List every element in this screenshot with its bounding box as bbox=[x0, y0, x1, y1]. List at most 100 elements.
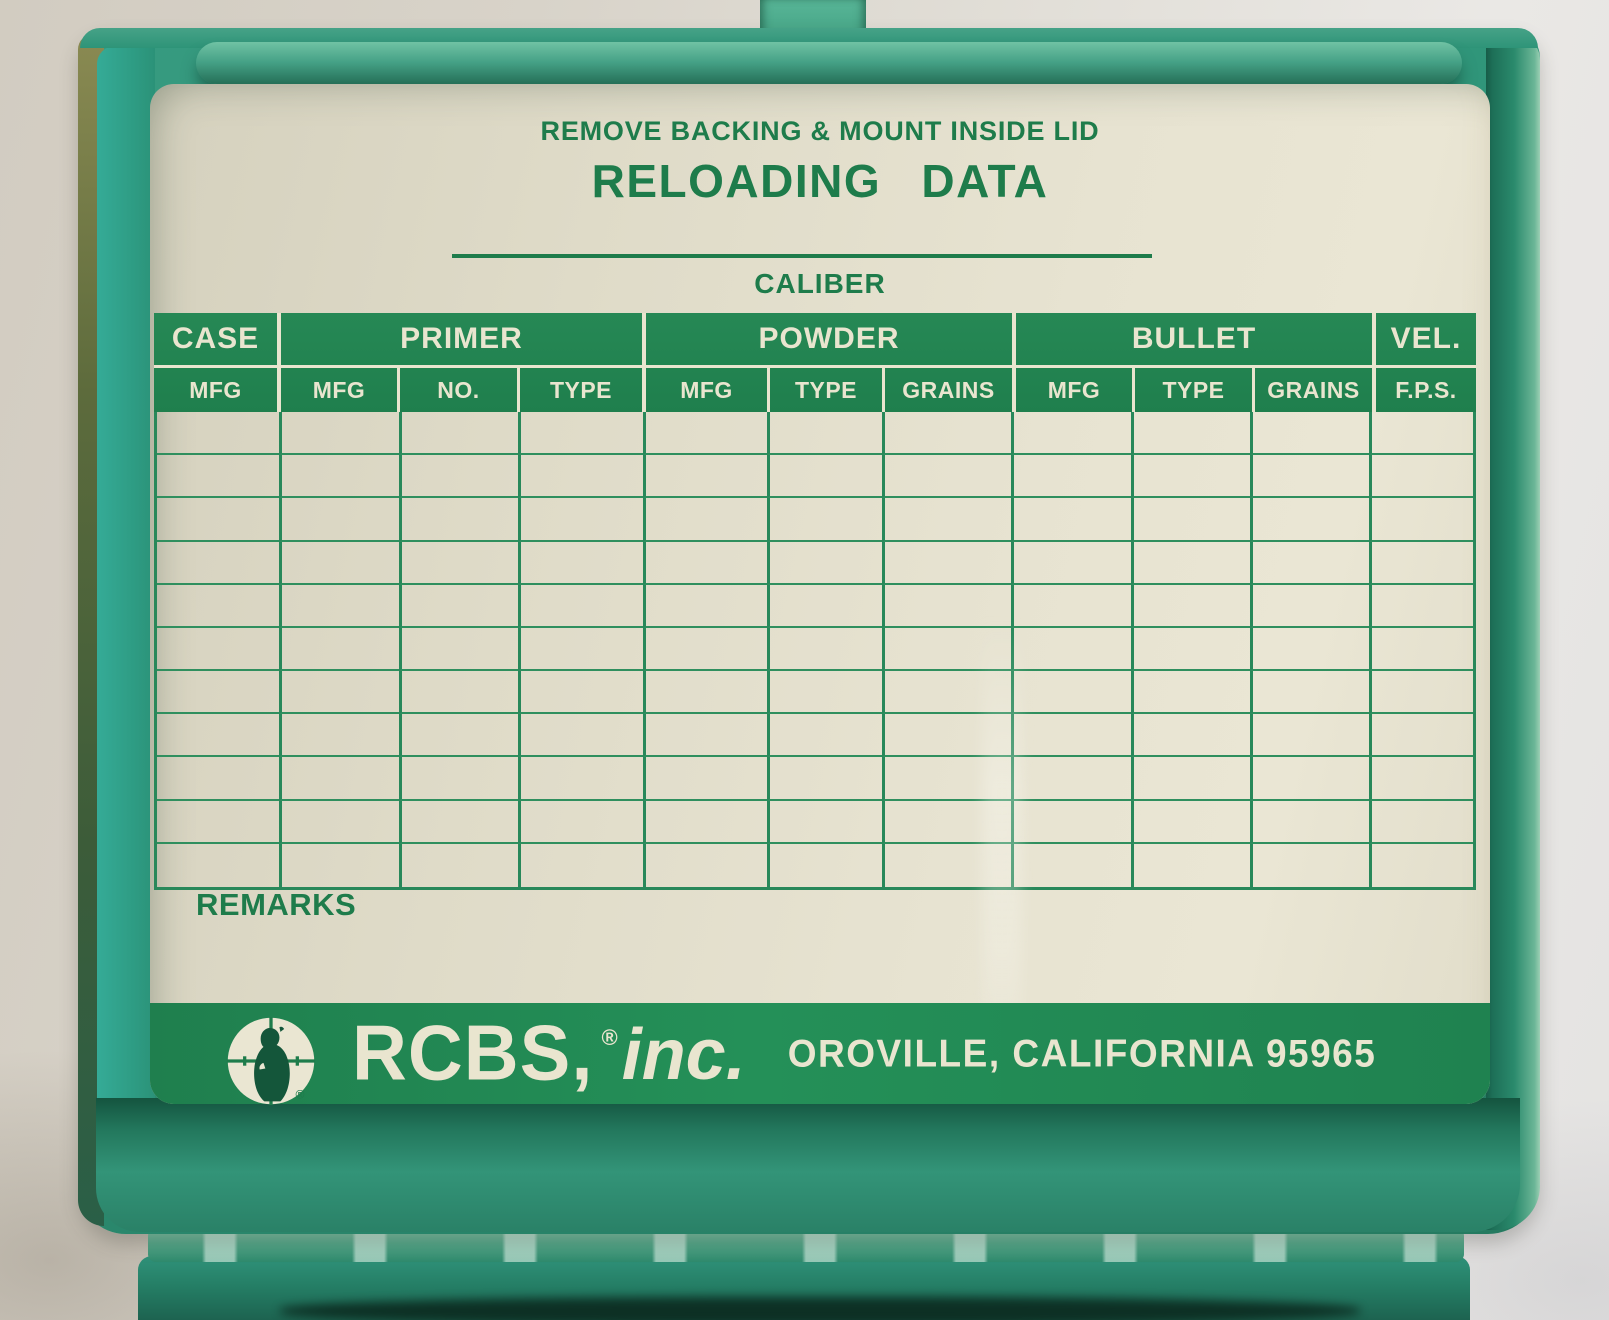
table-body-cell bbox=[398, 671, 519, 715]
logo-registered-mark: ® bbox=[295, 1087, 304, 1101]
card-title: RELOADING DATA bbox=[591, 155, 1049, 207]
table-body-cell bbox=[1369, 412, 1473, 456]
table-body-cell bbox=[881, 800, 1012, 844]
table-body-cell bbox=[279, 671, 399, 715]
table-body-cell bbox=[1250, 671, 1370, 715]
table-body-cell bbox=[518, 498, 643, 542]
table-body-cell bbox=[398, 757, 519, 801]
table-body-cell bbox=[279, 800, 399, 844]
table-body-cell bbox=[642, 455, 768, 499]
table-body-cell bbox=[1130, 714, 1251, 758]
table-body-cell bbox=[1130, 541, 1251, 585]
table-body-cell bbox=[1130, 498, 1251, 542]
table-body-cell bbox=[1011, 498, 1131, 542]
table-body-cell bbox=[1130, 757, 1251, 801]
group-header-vel: VEL. bbox=[1372, 313, 1476, 365]
table-body-cell bbox=[1011, 412, 1131, 456]
table-body-cell bbox=[157, 498, 280, 542]
col-header-powder-grains: GRAINS bbox=[882, 368, 1012, 412]
table-body-cell bbox=[1011, 455, 1131, 499]
table-body-cell bbox=[881, 412, 1012, 456]
table-body-cell bbox=[279, 627, 399, 672]
table-body-cell bbox=[398, 584, 519, 628]
table-body-cell bbox=[279, 714, 399, 758]
table-body-cell bbox=[1250, 455, 1370, 499]
group-header-primer: PRIMER bbox=[277, 313, 642, 365]
table-body-cell bbox=[767, 627, 882, 672]
table-body-cell bbox=[1369, 714, 1473, 758]
table-body-cell bbox=[157, 455, 280, 499]
table-body-cell bbox=[518, 757, 643, 801]
table-subheader-row: MFG MFG NO. TYPE MFG TYPE GRAINS MFG TYP… bbox=[154, 365, 1476, 412]
table-body-cell bbox=[1130, 800, 1251, 844]
table-body-cell bbox=[279, 584, 399, 628]
table-body-cell bbox=[398, 455, 519, 499]
col-header-vel-fps: F.P.S. bbox=[1372, 368, 1476, 412]
table-body-cell bbox=[1250, 757, 1370, 801]
table-body-cell bbox=[1250, 541, 1370, 585]
table-body-cell bbox=[398, 800, 519, 844]
col-header-powder-type: TYPE bbox=[767, 368, 882, 412]
col-header-bullet-type: TYPE bbox=[1132, 368, 1252, 412]
group-header-case: CASE bbox=[171, 322, 260, 355]
table-body-cell bbox=[1130, 412, 1251, 456]
box-opening-shadow bbox=[280, 1297, 1360, 1320]
table-body-cell bbox=[279, 412, 399, 456]
reloading-table-body bbox=[154, 412, 1476, 890]
table-body-cell bbox=[1130, 455, 1251, 499]
table-body-cell bbox=[1369, 498, 1473, 542]
table-body-cell bbox=[518, 541, 643, 585]
table-body-cell bbox=[642, 671, 768, 715]
table-body-cell bbox=[279, 455, 399, 499]
table-body-cell bbox=[881, 843, 1011, 887]
col-header-primer-type: TYPE bbox=[517, 368, 642, 412]
table-body-cell bbox=[767, 455, 882, 499]
rcbs-rockchuck-crosshair-logo-icon: ® bbox=[226, 1016, 316, 1105]
table-body-cell bbox=[1369, 541, 1473, 585]
table-body-cell bbox=[1369, 671, 1473, 715]
table-body-cell bbox=[1250, 498, 1370, 542]
table-body-cell bbox=[157, 671, 280, 715]
table-body-cell bbox=[1250, 843, 1369, 887]
table-body-cell bbox=[157, 412, 280, 456]
group-header-bullet: BULLET bbox=[1012, 313, 1372, 365]
table-body-cell bbox=[1011, 800, 1131, 844]
table-body-cell bbox=[767, 412, 882, 456]
table-body-cell bbox=[398, 714, 519, 758]
table-body-cell bbox=[881, 455, 1012, 499]
table-body-cell bbox=[1369, 843, 1473, 887]
brand-lockup: RCBS, ® inc. bbox=[352, 1010, 746, 1097]
company-address: OROVILLE, CALIFORNIA 95965 bbox=[787, 1031, 1377, 1075]
table-body-cell bbox=[157, 542, 280, 585]
lid-bottom-edge bbox=[96, 1098, 1520, 1232]
table-body-cell bbox=[767, 541, 882, 585]
table-body-cell bbox=[767, 800, 882, 844]
table-body-cell bbox=[1011, 757, 1131, 801]
brand-registered-mark: ® bbox=[601, 1025, 618, 1050]
table-body-cell bbox=[881, 541, 1012, 585]
table-body-cell bbox=[518, 412, 643, 456]
table-body-cell bbox=[518, 584, 643, 628]
table-body-cell bbox=[398, 498, 519, 542]
remarks-label: REMARKS bbox=[196, 887, 357, 922]
table-body-cell bbox=[642, 412, 768, 456]
table-body-cell bbox=[767, 671, 882, 715]
table-body-cell bbox=[1369, 584, 1473, 628]
table-body-cell bbox=[642, 541, 768, 585]
table-body-cell bbox=[157, 714, 280, 758]
table-body-cell bbox=[881, 627, 1012, 672]
table-body-cell bbox=[1250, 412, 1370, 456]
table-body-cell bbox=[767, 584, 882, 628]
table-body-cell bbox=[1369, 455, 1473, 499]
table-header: CASE PRIMER POWDER BULLET VEL. MFG MFG N… bbox=[154, 313, 1476, 412]
col-header-primer-no: NO. bbox=[397, 368, 517, 412]
table-body-cell bbox=[1250, 584, 1370, 628]
table-body-cell bbox=[518, 671, 643, 715]
table-body-cell bbox=[398, 627, 519, 672]
table-body-cell bbox=[767, 714, 882, 758]
col-header-bullet-grains: GRAINS bbox=[1252, 368, 1372, 412]
table-body-cell bbox=[398, 541, 519, 585]
lid-right-edge bbox=[1486, 34, 1540, 1230]
table-body-cell bbox=[157, 585, 280, 628]
